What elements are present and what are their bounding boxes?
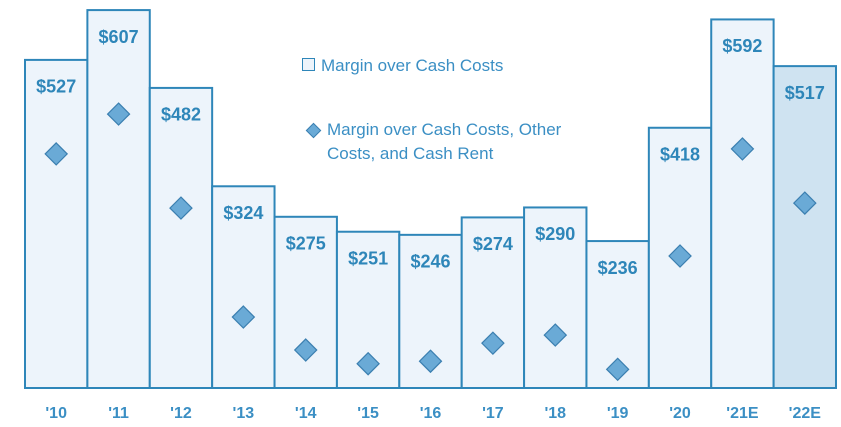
x-tick-label: '20: [669, 405, 691, 422]
value-label: $236: [598, 258, 638, 278]
x-tick-label: '10: [45, 405, 67, 422]
value-label: $418: [660, 145, 700, 165]
diamond-marker: [668, 244, 692, 268]
value-label: $592: [722, 36, 762, 56]
value-label: $246: [410, 252, 450, 272]
legend-diamond: Margin over Cash Costs, Other Costs, and…: [305, 118, 562, 166]
legend-swatch: [302, 58, 315, 71]
diamond-marker: [106, 102, 131, 126]
x-tick-label: '15: [357, 405, 379, 422]
diamond-marker: [792, 191, 817, 215]
value-label: $607: [99, 27, 139, 47]
x-tick-label: '19: [607, 405, 629, 422]
diamond-marker: [169, 196, 193, 220]
value-label: $527: [36, 77, 76, 97]
bar: [148, 86, 214, 389]
x-tick-label: '14: [295, 405, 317, 422]
value-label: $324: [223, 203, 263, 223]
diamond-marker: [605, 357, 630, 382]
x-tick-label: '18: [544, 405, 566, 422]
x-tick-label: '16: [420, 405, 442, 422]
bar: [398, 233, 463, 389]
bar: [86, 9, 151, 390]
diamond-marker: [418, 349, 443, 374]
diamond-marker: [293, 338, 318, 362]
diamond-marker: [231, 305, 256, 329]
x-tick-label: '13: [233, 405, 255, 422]
legend-swatch: [305, 122, 322, 139]
legend-bar: Margin over Cash Costs: [302, 54, 503, 78]
x-tick-label: '17: [482, 405, 504, 422]
value-label: $482: [161, 105, 201, 125]
diamond-marker: [44, 142, 69, 166]
diamond-marker: [730, 137, 755, 161]
x-tick-label: '12: [170, 405, 192, 422]
bar: [710, 18, 775, 390]
x-tick-label: '21E: [726, 405, 759, 422]
value-label: $517: [785, 83, 825, 103]
value-label: $275: [286, 234, 326, 254]
bar: [460, 216, 526, 389]
value-label: $251: [348, 248, 388, 268]
diamond-marker: [356, 351, 380, 376]
value-label: $290: [535, 224, 575, 244]
bar: [523, 206, 588, 389]
diamond-marker: [543, 323, 568, 347]
value-label: $274: [473, 234, 513, 254]
x-tick-label: '11: [108, 405, 129, 422]
x-tick-label: '22E: [789, 405, 822, 422]
bar: [24, 58, 89, 390]
legend-label: Margin over Cash Costs: [321, 56, 504, 75]
legend-label: Margin over Cash Costs, Other Costs, and…: [327, 120, 562, 163]
diamond-marker: [481, 331, 505, 356]
bar: [772, 65, 837, 390]
